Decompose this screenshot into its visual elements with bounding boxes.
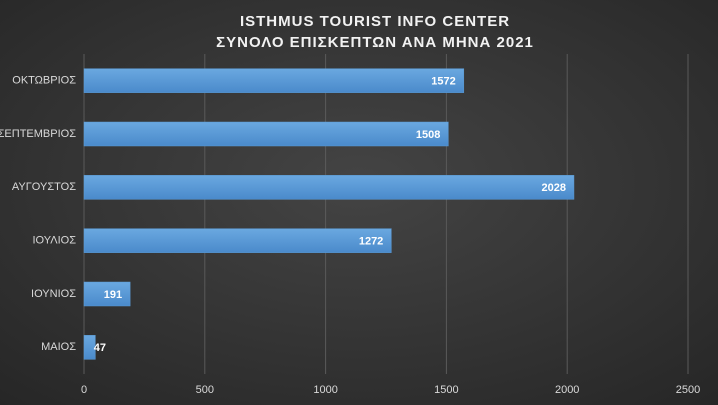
- chart-title: ISTHMUS TOURIST INFO CENTER: [240, 13, 510, 30]
- x-tick-label: 1000: [313, 384, 337, 396]
- data-label: 1572: [431, 76, 455, 88]
- y-tick-label: ΑΥΓΟΥΣΤΟΣ: [12, 181, 76, 193]
- y-tick-label: ΣΕΠΤΕΜΒΡΙΟΣ: [0, 128, 76, 140]
- x-tick-label: 0: [81, 384, 87, 396]
- y-tick-label: ΙΟΥΛΙΟΣ: [32, 235, 76, 247]
- chart-subtitle: ΣΥΝΟΛΟ ΕΠΙΣΚΕΠΤΩΝ ΑΝΑ ΜΗΝΑ 2021: [216, 34, 534, 51]
- bar: [83, 281, 131, 307]
- data-label: 1272: [359, 236, 383, 248]
- bar: [83, 121, 449, 147]
- bar: [83, 175, 575, 200]
- y-tick-label: ΟΚΤΩΒΡΙΟΣ: [12, 75, 76, 87]
- x-tick-label: 1500: [434, 384, 458, 396]
- bar: [83, 335, 96, 360]
- x-tick-label: 2000: [555, 384, 579, 396]
- data-label: 1508: [416, 129, 440, 141]
- y-tick-label: ΙΟΥΝΙΟΣ: [31, 288, 76, 300]
- y-tick-label: ΜΑΙΟΣ: [41, 341, 76, 353]
- bar: [83, 68, 465, 93]
- data-label: 191: [104, 289, 122, 301]
- x-tick-label: 500: [196, 384, 214, 396]
- x-tick-label: 2500: [676, 384, 700, 396]
- data-label: 2028: [541, 182, 565, 194]
- data-label: 47: [94, 342, 106, 354]
- bar: [83, 228, 392, 253]
